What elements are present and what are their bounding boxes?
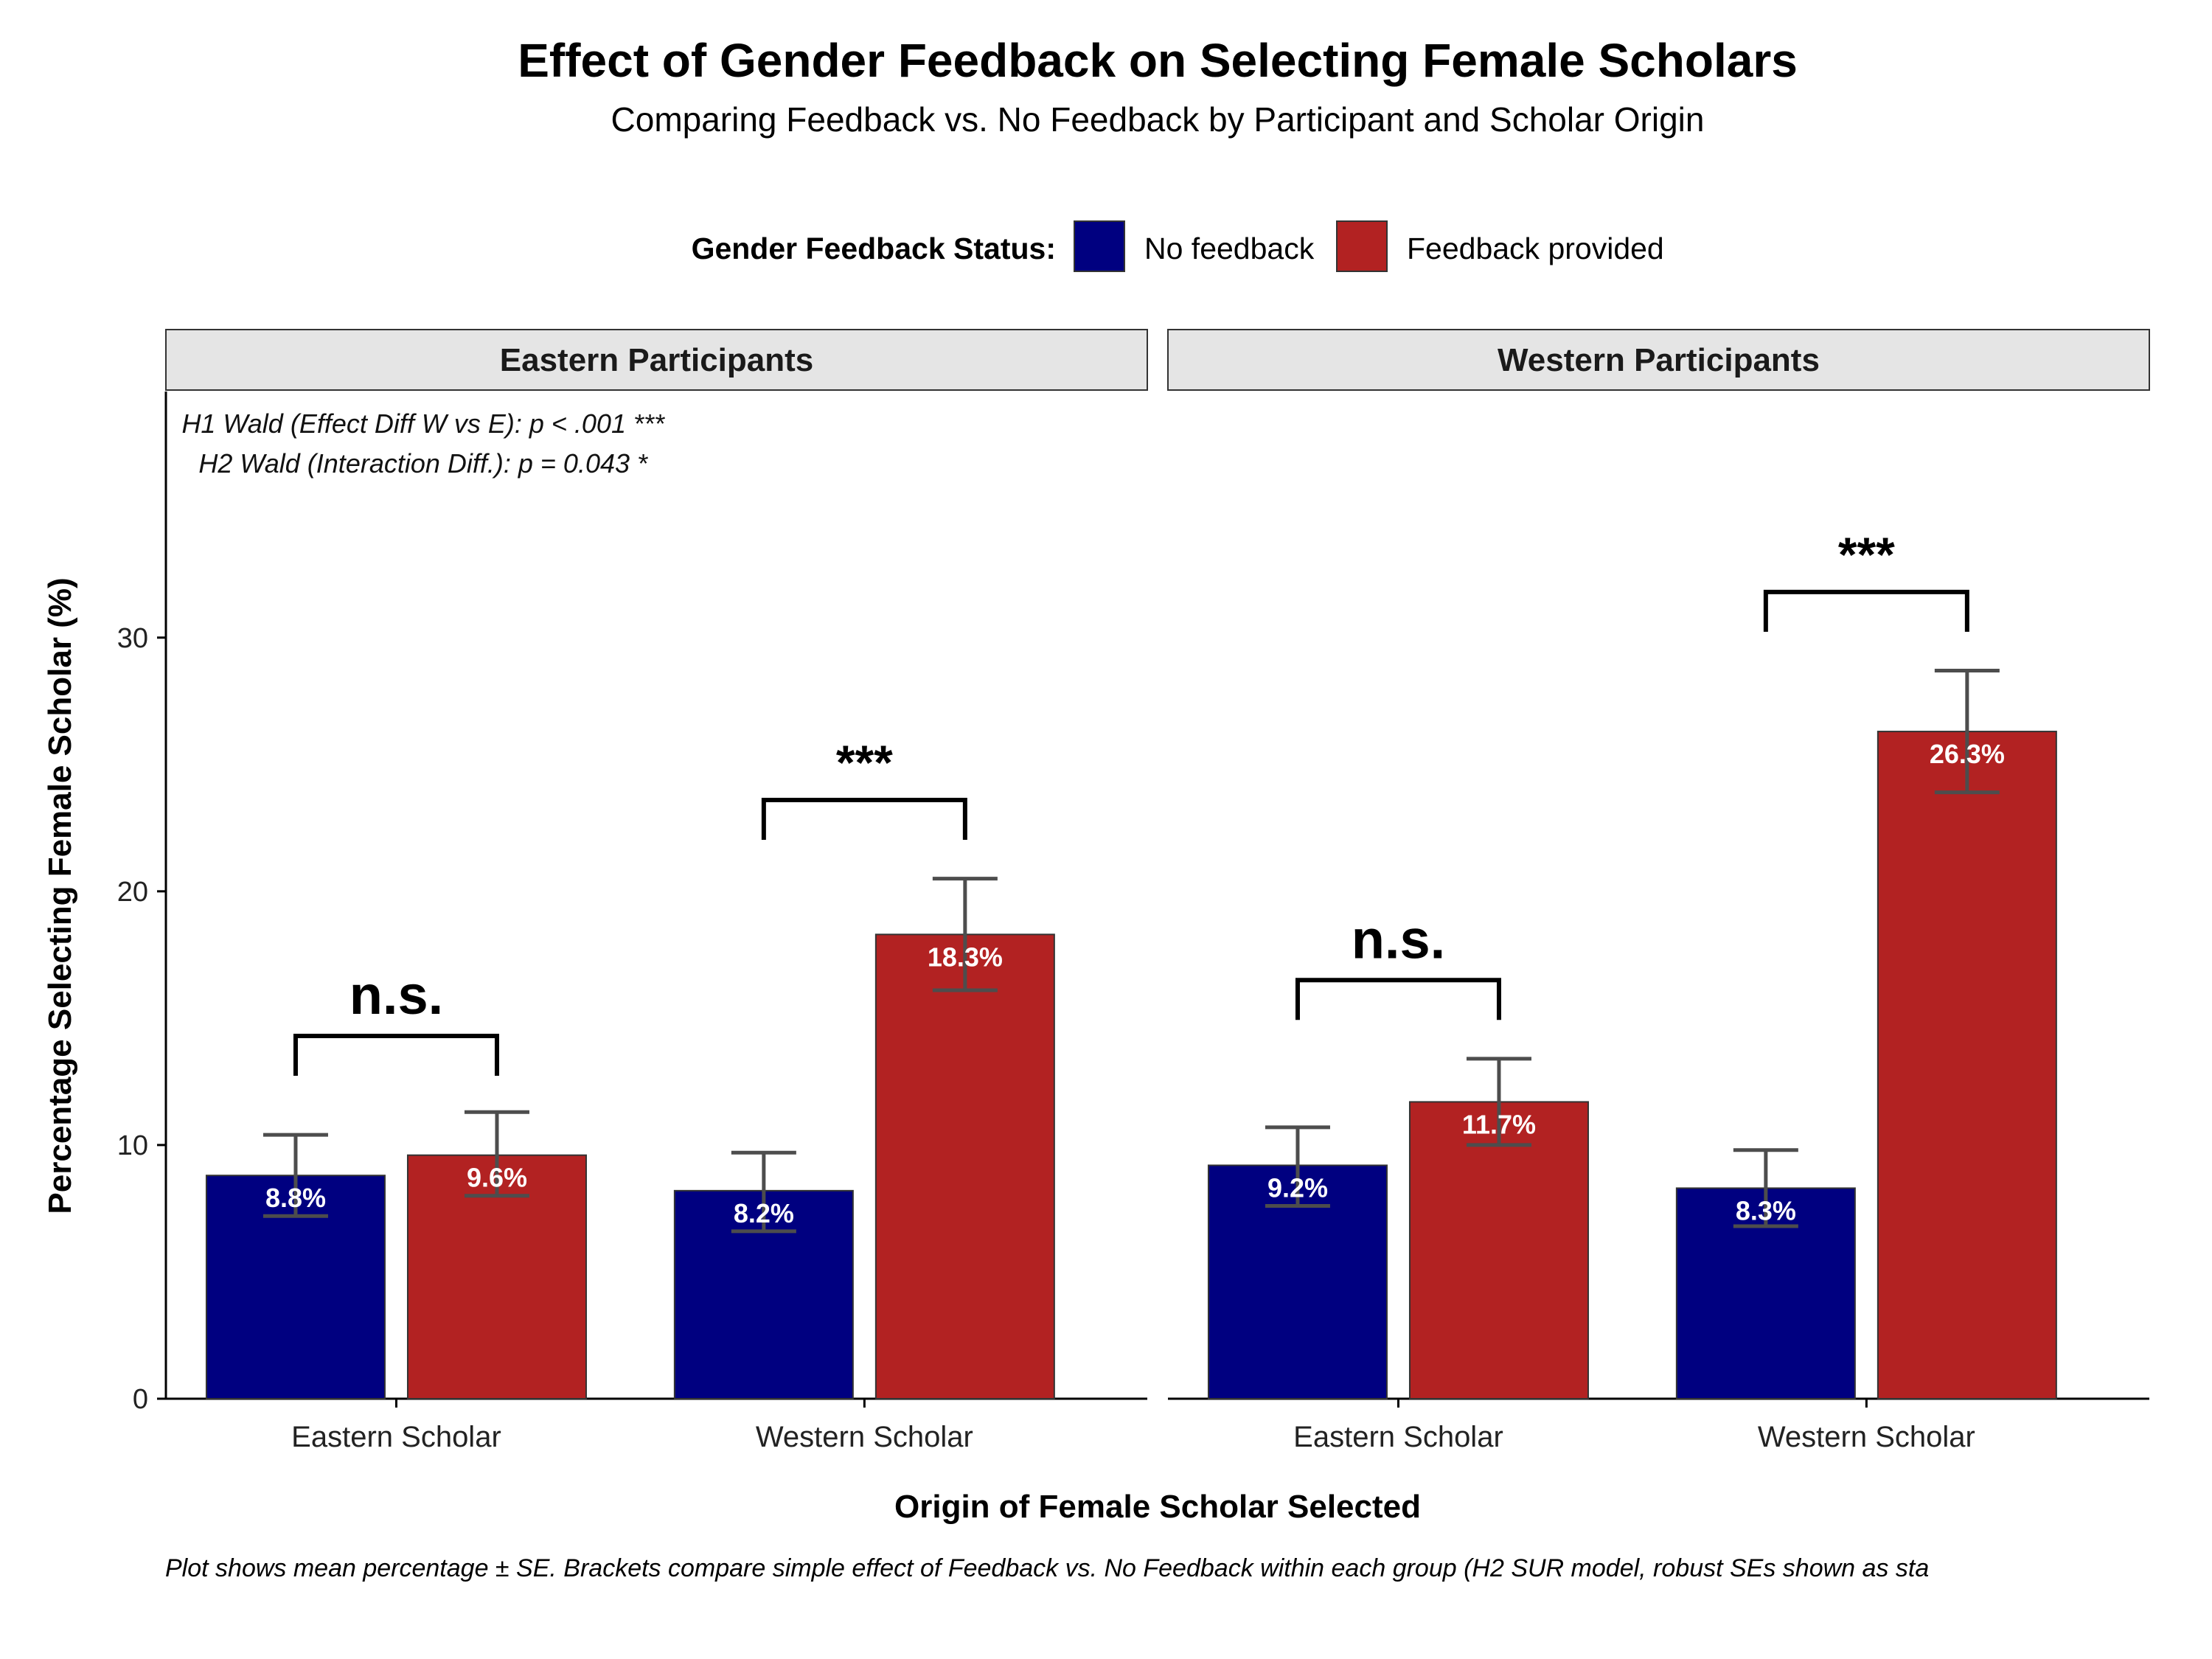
legend-swatch-no-feedback	[1074, 220, 1125, 272]
x-tick-label: Western Scholar	[1758, 1421, 1975, 1453]
data-label: 9.6%	[467, 1163, 527, 1193]
caption: Plot shows mean percentage ± SE. Bracket…	[165, 1554, 1929, 1582]
bar-feedback-provided	[1408, 1101, 1589, 1399]
data-label: 26.3%	[1930, 739, 2005, 769]
y-tick-label: 30	[117, 623, 148, 654]
significance-bracket	[293, 1033, 499, 1076]
wald-annotation: H2 Wald (Interaction Diff.): p = 0.043 *	[198, 448, 648, 479]
data-label: 18.3%	[928, 942, 1003, 972]
x-tick-label: Eastern Scholar	[1293, 1421, 1503, 1453]
significance-bracket	[761, 797, 967, 840]
chart-title: Effect of Gender Feedback on Selecting F…	[518, 34, 1798, 87]
data-label: 8.3%	[1736, 1195, 1796, 1225]
panel-strip	[165, 329, 1148, 391]
y-tick-label: 10	[117, 1130, 148, 1161]
significance-label: ***	[836, 735, 893, 790]
x-tick-label: Eastern Scholar	[291, 1421, 501, 1453]
panel-title: Eastern Participants	[500, 342, 814, 378]
data-label: 8.2%	[734, 1198, 794, 1228]
panel-title: Western Participants	[1498, 342, 1820, 378]
legend: Gender Feedback Status: No feedback Feed…	[692, 220, 1664, 272]
significance-label: n.s.	[1352, 908, 1445, 970]
significance-label: ***	[1838, 527, 1895, 582]
significance-label: n.s.	[349, 964, 443, 1026]
data-label: 9.2%	[1267, 1172, 1328, 1203]
legend-title: Gender Feedback Status:	[692, 232, 1056, 265]
significance-bracket	[1763, 589, 1969, 632]
panel-strip	[1167, 329, 2150, 391]
plot-area: 0 10 20 30 Eastern Participants H1 Wald (Effe…	[117, 329, 2150, 1453]
y-tick-label: 0	[133, 1384, 148, 1415]
legend-label-no-feedback: No feedback	[1144, 232, 1315, 265]
data-label: 11.7%	[1462, 1109, 1536, 1139]
x-axis-title: Origin of Female Scholar Selected	[894, 1489, 1421, 1525]
bar-feedback-provided	[874, 933, 1055, 1399]
legend-label-feedback-provided: Feedback provided	[1407, 232, 1664, 265]
chart-subtitle: Comparing Feedback vs. No Feedback by Pa…	[611, 100, 1705, 139]
legend-swatch-feedback-provided	[1336, 220, 1388, 272]
significance-bracket	[1295, 978, 1501, 1020]
data-label: 8.8%	[265, 1183, 326, 1213]
bar-feedback-provided	[1877, 731, 2057, 1399]
y-tick-label: 20	[117, 877, 148, 908]
x-tick-label: Western Scholar	[756, 1421, 973, 1453]
y-axis-title: Percentage Selecting Female Scholar (%)	[42, 577, 78, 1214]
wald-annotation: H1 Wald (Effect Diff W vs E): p < .001 *…	[181, 408, 665, 439]
